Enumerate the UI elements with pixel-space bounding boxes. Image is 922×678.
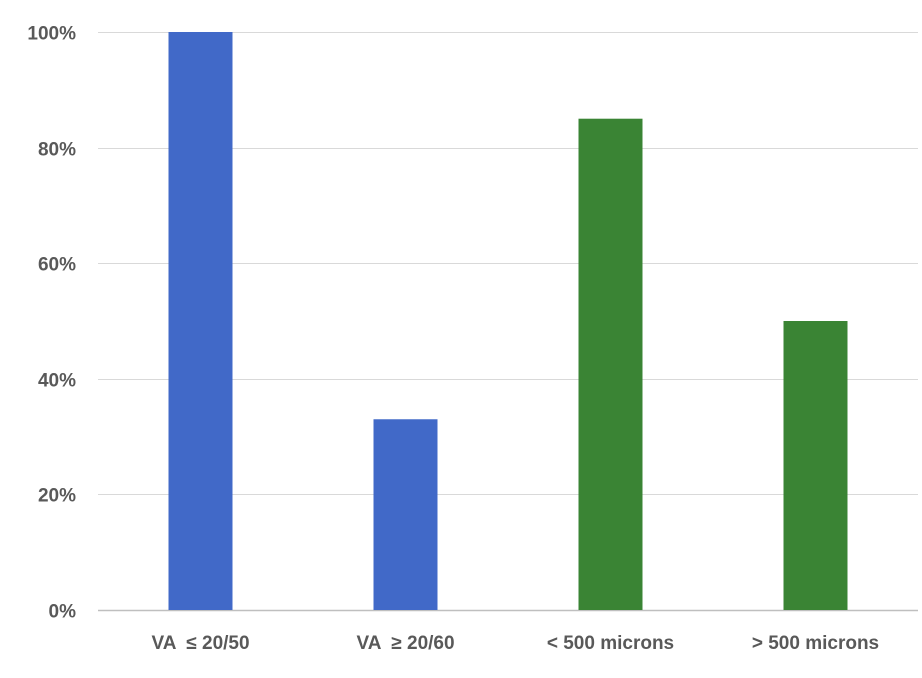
- y-tick-label: 40%: [38, 371, 76, 392]
- y-tick-label: 100%: [27, 24, 76, 45]
- bar-1: [168, 32, 233, 610]
- bars: [168, 32, 848, 610]
- bar-2: [373, 419, 438, 610]
- y-tick-label: 20%: [38, 486, 76, 507]
- bar-3: [578, 118, 643, 610]
- y-axis-ticks: 0% 20% 40% 60% 80% 100%: [27, 24, 76, 623]
- x-category-label: VA ≥ 20/60: [356, 633, 454, 654]
- bar-4: [783, 321, 848, 610]
- x-category-label: < 500 microns: [547, 633, 674, 654]
- gridlines: [98, 32, 918, 612]
- x-category-label: > 500 microns: [752, 633, 879, 654]
- y-tick-label: 0%: [49, 602, 77, 623]
- y-tick-label: 60%: [38, 255, 76, 276]
- x-category-label: VA ≤ 20/50: [151, 633, 249, 654]
- y-tick-label: 80%: [38, 140, 76, 161]
- x-axis-categories: VA ≤ 20/50 VA ≥ 20/60 < 500 microns > 500 m…: [151, 633, 879, 654]
